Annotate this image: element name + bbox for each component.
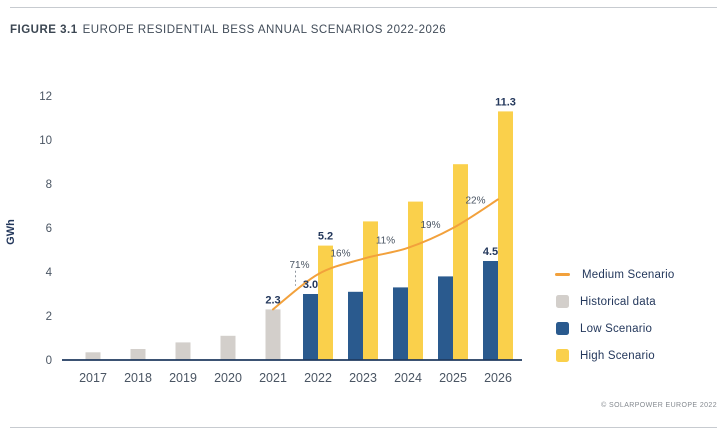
- growth-label: 19%: [420, 220, 440, 231]
- y-axis-title: GWh: [5, 219, 17, 245]
- top-divider: [10, 7, 717, 8]
- source-credit: © SOLARPOWER EUROPE 2022: [601, 402, 717, 409]
- figure-title: FIGURE 3.1 EUROPE RESIDENTIAL BESS ANNUAL…: [10, 24, 446, 36]
- y-tick-label: 10: [39, 135, 52, 147]
- x-tick-label: 2026: [484, 371, 512, 385]
- x-tick-label: 2020: [214, 371, 242, 385]
- growth-label: 22%: [465, 196, 485, 207]
- bar-value-label: 5.2: [318, 231, 333, 243]
- bar-historical-2017: [85, 352, 101, 360]
- bar-low-2022: [303, 294, 318, 360]
- x-tick-label: 2021: [259, 371, 287, 385]
- bar-high-2024: [408, 201, 423, 360]
- bar-historical-2020: [220, 335, 236, 360]
- legend-item-low-scenario: Low Scenario: [556, 315, 674, 342]
- bar-historical-2018: [130, 349, 146, 360]
- y-tick-label: 4: [46, 267, 53, 279]
- legend-square-swatch: [556, 322, 569, 335]
- bar-low-2023: [348, 291, 363, 360]
- legend-label: Medium Scenario: [582, 268, 675, 281]
- bar-high-2022: [318, 245, 333, 360]
- legend-line-swatch: [555, 273, 570, 276]
- bar-value-label: 3.0: [303, 279, 318, 291]
- bar-high-2025: [453, 164, 468, 360]
- legend-item-high-scenario: High Scenario: [556, 342, 674, 369]
- bar-low-2026: [483, 261, 498, 360]
- legend-label: Low Scenario: [580, 322, 653, 335]
- x-tick-label: 2018: [124, 371, 152, 385]
- chart-legend: Medium Scenario Historical data Low Scenar…: [555, 261, 675, 369]
- bar-low-2024: [393, 287, 408, 360]
- legend-item-medium-scenario: Medium Scenario: [555, 261, 675, 288]
- x-tick-label: 2023: [349, 371, 377, 385]
- bottom-divider: [10, 427, 717, 428]
- y-tick-label: 6: [46, 223, 52, 235]
- x-tick-label: 2019: [169, 371, 197, 385]
- y-tick-label: 2: [46, 311, 52, 323]
- y-tick-label: 0: [46, 355, 52, 367]
- legend-item-historical-data: Historical data: [556, 288, 674, 315]
- legend-label: Historical data: [580, 295, 656, 308]
- figure-number: FIGURE 3.1: [10, 24, 78, 36]
- figure-title-text: EUROPE RESIDENTIAL BESS ANNUAL SCENARIOS…: [82, 24, 447, 36]
- growth-label: 71%: [289, 260, 309, 271]
- x-tick-label: 2025: [439, 371, 467, 385]
- bar-historical-2021: [265, 309, 281, 360]
- x-tick-label: 2024: [394, 371, 422, 385]
- bar-low-2025: [438, 276, 453, 360]
- x-tick-label: 2022: [304, 371, 332, 385]
- legend-square-swatch: [556, 295, 569, 308]
- y-tick-label: 8: [46, 179, 52, 191]
- bess-scenarios-chart: 0 2 4 6 8 10 12 GWh 2017 2018 2019 2020 2021 2022 2023…: [5, 91, 522, 385]
- y-tick-label: 12: [39, 91, 52, 103]
- legend-square-swatch: [556, 349, 569, 362]
- legend-label: High Scenario: [580, 349, 655, 362]
- bar-high-2026: [498, 111, 513, 361]
- bar-historical-2019: [175, 342, 191, 360]
- medium-scenario-line: [272, 198, 499, 311]
- x-tick-label: 2017: [79, 371, 107, 385]
- growth-label: 16%: [330, 249, 350, 260]
- growth-label: 11%: [376, 235, 395, 246]
- bar-value-label: 2.3: [265, 294, 280, 306]
- bar-value-label: 11.3: [495, 96, 516, 108]
- bar-value-label: 4.5: [483, 246, 498, 258]
